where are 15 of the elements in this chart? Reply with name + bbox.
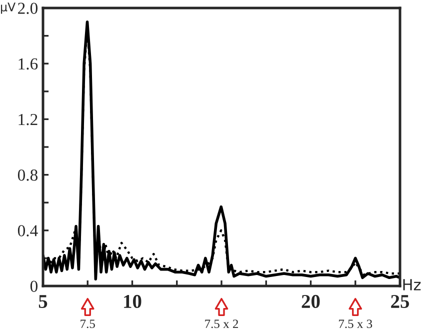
x-axis-title: Hz <box>403 279 421 290</box>
x-tick-label: 20 <box>302 294 320 308</box>
x-tick-label: 5 <box>38 295 48 308</box>
y-tick-label: 0 <box>30 280 38 292</box>
text: 7.5 x 2 <box>205 320 238 328</box>
y-tick-label: 0.4 <box>18 225 38 236</box>
y-tick-label: 0.8 <box>18 170 38 181</box>
x-tick-label: 25 <box>391 294 410 308</box>
y-axis-title: μV <box>1 2 16 14</box>
y-tick-label: 2.0 <box>18 2 38 14</box>
y-tick-label: 1.2 <box>18 114 38 126</box>
text: 7.5 <box>80 320 95 328</box>
text: 7.5 x 3 <box>339 320 372 328</box>
y-tick-label: 1.6 <box>18 58 38 70</box>
x-tick-label: 10 <box>124 294 142 308</box>
